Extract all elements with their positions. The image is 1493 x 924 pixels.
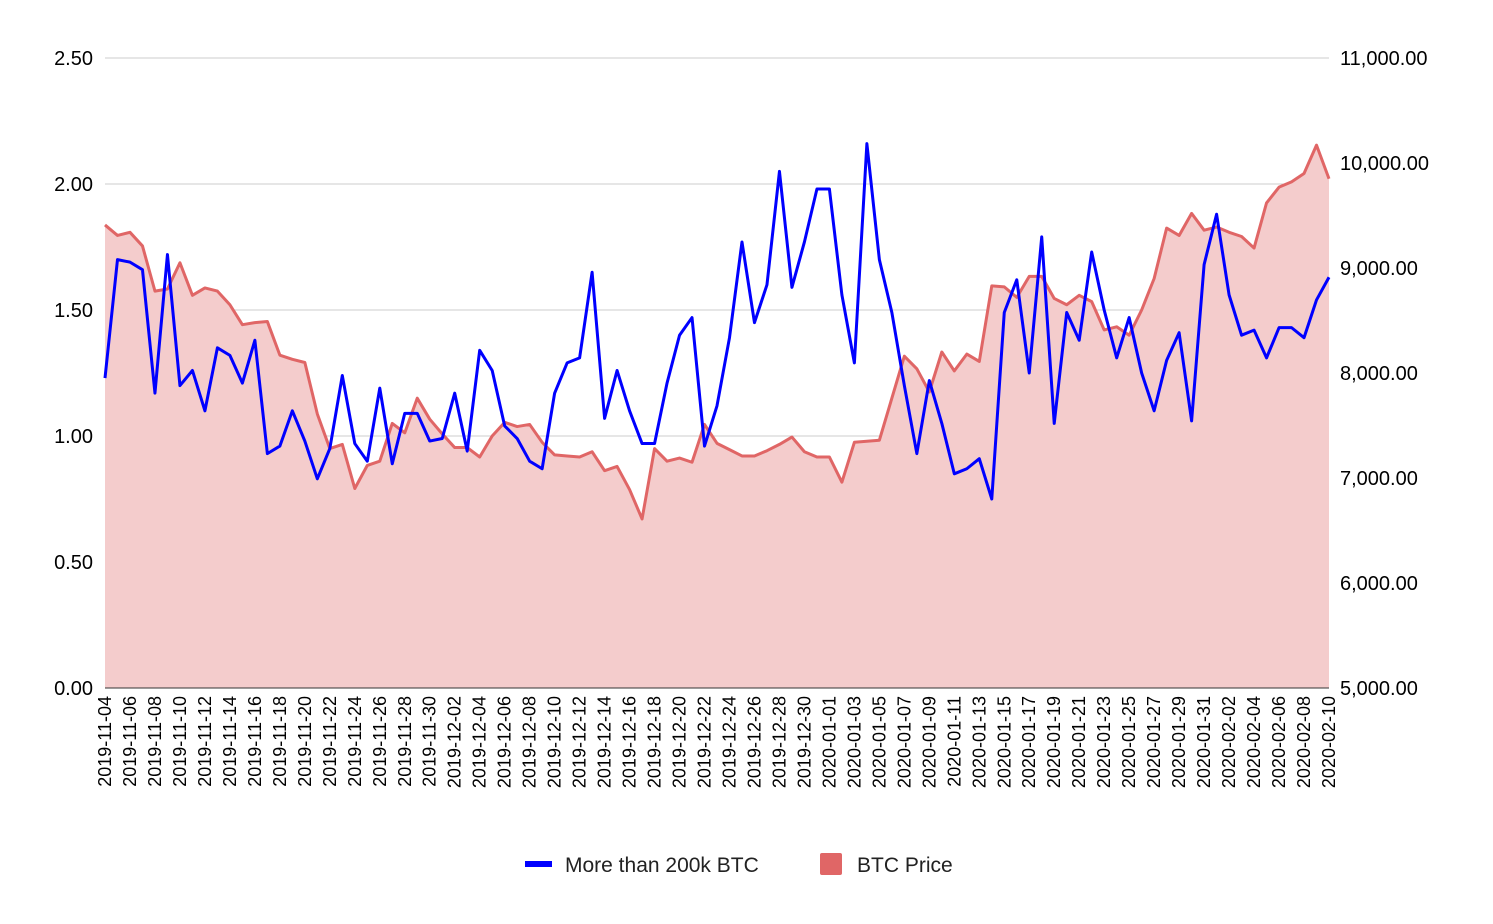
x-tick-label: 2020-02-02	[1219, 696, 1239, 788]
x-tick-label: 2020-01-31	[1194, 696, 1214, 788]
right-y-tick-label: 7,000.00	[1340, 468, 1418, 490]
legend-swatch-more-than-200k	[525, 861, 552, 867]
left-y-tick-label: 0.00	[54, 678, 93, 700]
x-tick-label: 2019-11-16	[245, 696, 265, 787]
x-tick-label: 2019-12-30	[794, 696, 814, 788]
x-tick-label: 2020-01-27	[1144, 696, 1164, 788]
x-tick-label: 2020-01-01	[819, 696, 839, 788]
x-tick-label: 2020-01-21	[1069, 696, 1089, 788]
x-tick-label: 2020-02-04	[1244, 696, 1264, 788]
left-y-tick-label: 2.00	[54, 174, 93, 196]
left-y-tick-label: 1.50	[54, 300, 93, 322]
right-y-tick-label: 9,000.00	[1340, 258, 1418, 280]
left-y-axis: 0.00 0.50 1.00 1.50 2.00 2.50	[54, 48, 93, 700]
x-tick-label: 2019-11-18	[270, 696, 290, 787]
x-tick-label: 2019-11-10	[170, 696, 190, 787]
x-tick-label: 2019-11-22	[320, 696, 340, 787]
x-tick-label: 2019-12-28	[769, 696, 789, 788]
x-tick-label: 2020-01-15	[994, 696, 1014, 788]
x-tick-label: 2019-11-12	[195, 696, 215, 787]
x-tick-label: 2019-11-30	[420, 696, 440, 787]
x-tick-label: 2020-01-23	[1094, 696, 1114, 788]
legend: More than 200k BTC BTC Price	[525, 853, 953, 877]
x-tick-label: 2020-01-19	[1044, 696, 1064, 788]
x-tick-label: 2019-12-06	[495, 696, 515, 788]
right-y-tick-label: 5,000.00	[1340, 678, 1418, 700]
x-tick-label: 2020-01-03	[844, 696, 864, 788]
right-y-tick-label: 8,000.00	[1340, 363, 1418, 385]
x-tick-label: 2020-01-29	[1169, 696, 1189, 788]
x-axis: 2019-11-04 2019-11-06 2019-11-08 2019-11-10…	[95, 687, 1339, 788]
x-tick-label: 2019-12-14	[595, 696, 615, 788]
right-y-tick-label: 11,000.00	[1340, 48, 1428, 70]
x-tick-label: 2020-02-10	[1319, 696, 1339, 788]
x-tick-label: 2020-01-13	[969, 696, 989, 788]
x-tick-label: 2019-12-18	[645, 696, 665, 788]
x-tick-label: 2019-11-26	[370, 696, 390, 787]
right-y-axis: 5,000.00 6,000.00 7,000.00 8,000.00 9,000.00…	[1340, 48, 1429, 700]
x-tick-label: 2019-12-24	[719, 696, 739, 788]
x-tick-label: 2019-11-28	[395, 696, 415, 787]
x-tick-label: 2020-01-25	[1119, 696, 1139, 788]
legend-swatch-btc-price	[820, 853, 842, 875]
x-tick-label: 2020-01-11	[944, 696, 964, 787]
more-than-200k-line	[103, 142, 1331, 501]
x-tick-label: 2019-11-08	[145, 696, 165, 787]
x-tick-label: 2019-11-20	[295, 696, 315, 787]
right-y-tick-label: 10,000.00	[1340, 153, 1429, 175]
x-tick-label: 2020-02-06	[1269, 696, 1289, 788]
left-y-tick-label: 2.50	[54, 48, 93, 70]
left-y-tick-label: 1.00	[54, 426, 93, 448]
x-tick-label: 2019-12-20	[670, 696, 690, 788]
btc-price-area	[104, 143, 1331, 688]
x-tick-label: 2019-12-04	[470, 696, 490, 788]
left-y-tick-label: 0.50	[54, 552, 93, 574]
btc-price-area-fill	[105, 145, 1329, 688]
x-tick-label: 2019-12-22	[695, 696, 715, 788]
x-tick-label: 2019-11-06	[120, 696, 140, 787]
x-tick-label: 2019-11-14	[220, 696, 240, 787]
x-tick-label: 2019-12-10	[545, 696, 565, 788]
more-than-200k-series-line	[103, 142, 1331, 501]
x-tick-label: 2019-12-12	[570, 696, 590, 788]
x-tick-label: 2020-01-07	[894, 696, 914, 788]
x-tick-label: 2020-01-17	[1019, 696, 1039, 788]
x-tick-label: 2019-11-04	[95, 696, 115, 787]
x-tick-label: 2019-12-26	[744, 696, 764, 788]
x-tick-label: 2020-01-09	[919, 696, 939, 788]
x-tick-label: 2019-12-02	[445, 696, 465, 788]
right-y-tick-label: 6,000.00	[1340, 573, 1418, 595]
legend-label-btc-price: BTC Price	[857, 854, 953, 877]
legend-label-more-than-200k: More than 200k BTC	[565, 854, 759, 877]
x-tick-label: 2019-11-24	[345, 696, 365, 787]
x-tick-label: 2019-12-16	[620, 696, 640, 788]
x-tick-label: 2020-02-08	[1294, 696, 1314, 788]
x-tick-label: 2020-01-05	[869, 696, 889, 788]
x-tick-label: 2019-12-08	[520, 696, 540, 788]
